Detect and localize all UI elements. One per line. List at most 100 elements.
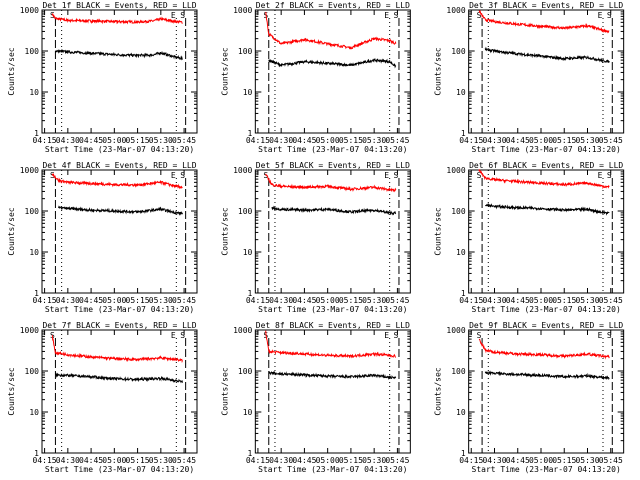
x-tick-label: 05:45 [172, 456, 196, 465]
y-tick-label: 10 [243, 248, 253, 257]
detector-panel-3: Det 3f BLACK = Events, RED = LLD 1 10 100 10… [434, 1, 625, 154]
y-tick-label: 1000 [233, 6, 252, 15]
x-tick-label: 05:30 [362, 456, 386, 465]
y-tick-label: 1000 [20, 6, 39, 15]
panel-title: Det 9f BLACK = Events, RED = LLD [469, 321, 623, 330]
x-tick-label: 04:30 [269, 296, 293, 305]
x-tick-label: 04:30 [269, 136, 293, 145]
series-events [268, 370, 397, 381]
marker-label: S [394, 11, 399, 20]
y-tick-label: 10 [29, 248, 39, 257]
marker-label: S [394, 331, 399, 340]
y-tick-label: 1 [34, 129, 39, 138]
y-tick-label: 100 [451, 367, 466, 376]
series-lld [51, 13, 183, 25]
panel-title: Det 3f BLACK = Events, RED = LLD [469, 1, 623, 10]
y-tick-label: 1 [461, 129, 466, 138]
x-tick-label: 05:00 [102, 296, 126, 305]
x-axis-label: Start Time (23-Mar-07 04:13:20) [472, 305, 621, 314]
detector-panel-7: Det 7f BLACK = Events, RED = LLD 1 10 100 10… [7, 321, 198, 474]
x-tick-label: 05:30 [149, 136, 173, 145]
plot-frame [41, 9, 198, 134]
x-tick-label: 04:15 [33, 296, 57, 305]
x-tick-label: 04:30 [56, 136, 80, 145]
y-tick-label: 1000 [446, 166, 465, 175]
x-tick-label: 05:15 [339, 456, 363, 465]
y-tick-label: 10 [456, 88, 466, 97]
x-tick-label: 04:45 [506, 296, 530, 305]
x-tick-label: 04:15 [246, 136, 270, 145]
x-axis-label: Start Time (23-Mar-07 04:13:20) [258, 305, 407, 314]
series-lld [478, 338, 610, 360]
marker-label: S [180, 11, 185, 20]
x-axis-label: Start Time (23-Mar-07 04:13:20) [45, 145, 194, 154]
x-axis-label: Start Time (23-Mar-07 04:13:20) [258, 465, 407, 474]
x-axis-label: Start Time (23-Mar-07 04:13:20) [45, 465, 194, 474]
x-tick-label: 05:45 [172, 296, 196, 305]
x-tick-label: 05:45 [385, 296, 409, 305]
series-events [271, 205, 397, 216]
y-tick-label: 100 [238, 367, 253, 376]
marker-label: S [180, 171, 185, 180]
detector-panel-4: Det 4f BLACK = Events, RED = LLD 1 10 100 10… [7, 161, 198, 314]
x-tick-label: 05:15 [339, 296, 363, 305]
x-tick-label: 04:15 [459, 136, 483, 145]
marker-label: E [598, 11, 603, 20]
x-tick-label: 05:45 [385, 456, 409, 465]
marker-label: E [384, 331, 389, 340]
x-tick-label: 05:00 [316, 456, 340, 465]
panel-title: Det 2f BLACK = Events, RED = LLD [256, 1, 410, 10]
series-events [54, 372, 183, 384]
x-tick-label: 04:15 [459, 296, 483, 305]
x-tick-label: 04:45 [79, 456, 103, 465]
series-events [484, 202, 610, 216]
x-tick-label: 04:30 [482, 296, 506, 305]
plot-frame [254, 169, 411, 294]
marker-label: E [384, 171, 389, 180]
series-events [54, 48, 183, 61]
x-tick-label: 05:00 [529, 456, 553, 465]
x-tick-label: 04:45 [292, 456, 316, 465]
x-tick-label: 04:15 [459, 456, 483, 465]
y-tick-label: 1 [248, 449, 253, 458]
x-tick-label: 05:00 [529, 296, 553, 305]
x-tick-label: 04:15 [246, 296, 270, 305]
y-tick-label: 100 [451, 207, 466, 216]
x-tick-label: 05:15 [126, 296, 150, 305]
x-tick-label: 05:15 [552, 296, 576, 305]
x-tick-label: 05:30 [362, 296, 386, 305]
y-tick-label: 1 [248, 129, 253, 138]
x-tick-label: 05:30 [149, 296, 173, 305]
marker-label: E [384, 11, 389, 20]
y-tick-label: 1 [34, 449, 39, 458]
y-tick-label: 1000 [233, 326, 252, 335]
x-tick-label: 04:45 [292, 296, 316, 305]
plot-frame [468, 169, 625, 294]
marker-label: S [607, 331, 612, 340]
x-tick-label: 05:45 [385, 136, 409, 145]
x-tick-label: 04:15 [33, 136, 57, 145]
y-tick-label: 10 [29, 408, 39, 417]
x-tick-label: 04:45 [79, 136, 103, 145]
x-tick-label: 04:30 [482, 456, 506, 465]
series-lld [265, 11, 397, 50]
plot-frame [41, 329, 198, 454]
series-events [268, 57, 397, 69]
x-tick-label: 05:00 [102, 136, 126, 145]
y-tick-label: 100 [451, 47, 466, 56]
x-tick-label: 04:15 [246, 456, 270, 465]
y-axis-label: Counts/sec [7, 47, 16, 95]
y-axis-label: Counts/sec [7, 207, 16, 255]
panel-title: Det 1f BLACK = Events, RED = LLD [42, 1, 196, 10]
x-tick-label: 04:30 [56, 456, 80, 465]
plot-frame [254, 329, 411, 454]
x-tick-label: 05:45 [599, 456, 623, 465]
x-tick-label: 04:45 [292, 136, 316, 145]
x-axis-label: Start Time (23-Mar-07 04:13:20) [45, 305, 194, 314]
y-tick-label: 10 [243, 88, 253, 97]
y-axis-label: Counts/sec [220, 367, 229, 415]
detector-panel-6: Det 6f BLACK = Events, RED = LLD 1 10 100 10… [434, 161, 625, 314]
y-tick-label: 1 [248, 289, 253, 298]
y-tick-label: 1000 [20, 326, 39, 335]
